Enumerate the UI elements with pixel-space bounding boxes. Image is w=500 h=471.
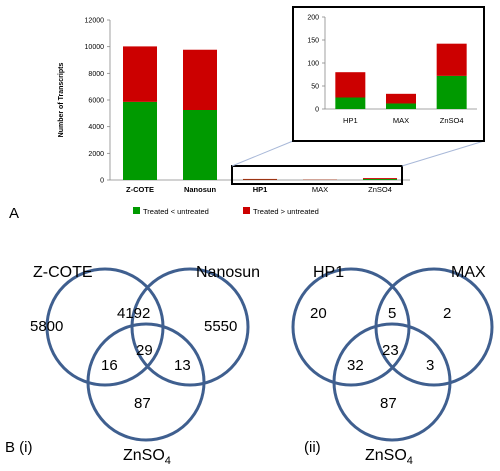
inset-category-labels: HP1 MAX ZnSO4 (343, 116, 464, 125)
venn-ii-region-only-b: 2 (443, 305, 451, 322)
main-chart: Number of Transcripts 020004000600080001… (58, 18, 410, 194)
venn-diagram-i: Z-COTE Nanosun ZnSO4 5800 4192 5550 16 2… (30, 264, 260, 467)
venn-i-region-a-b: 4192 (117, 305, 150, 322)
legend-label-down: Treated < untreated (143, 207, 209, 216)
panel-label-b-ii: (ii) (304, 439, 321, 456)
venn-ii-label-c-name: ZnSO (365, 447, 407, 464)
venn-diagram-ii: HP1 MAX ZnSO4 20 5 2 32 23 3 87 (291, 264, 494, 467)
inset-category-label: ZnSO4 (440, 116, 464, 125)
venn-ii-circle-c (332, 322, 452, 442)
main-y-axis-label: Number of Transcripts (58, 63, 65, 138)
venn-ii-region-a-b: 5 (388, 305, 396, 322)
venn-ii-label-c-subscript: 4 (407, 455, 413, 467)
venn-i-circle-c (86, 322, 206, 442)
main-y-tick-label: 4000 (88, 124, 104, 131)
legend-swatch-up (243, 207, 250, 214)
venn-i-label-b: Nanosun (196, 264, 260, 281)
inset-bar-up (335, 72, 366, 98)
venn-i-region-abc: 29 (136, 342, 153, 359)
main-y-tick-label: 0 (100, 178, 104, 185)
main-y-tick-label: 6000 (88, 98, 104, 105)
main-y-tick-label: 2000 (88, 151, 104, 158)
venn-ii-label-b: MAX (451, 264, 486, 281)
venn-ii-label-c: ZnSO4 (365, 447, 413, 467)
venn-ii-region-only-c: 87 (380, 395, 397, 412)
inset-y-tick-label: 100 (307, 61, 319, 68)
main-y-tick-label: 12000 (85, 18, 105, 25)
main-category-label: Nanosun (184, 185, 217, 194)
inset-y-ticks: 0 50 100 150 200 (307, 15, 325, 114)
main-bar-up (243, 178, 277, 180)
venn-i-region-a-c: 16 (101, 357, 118, 374)
zoom-highlight-box (231, 165, 403, 185)
inset-chart: 0 50 100 150 200 HP1 MAX ZnSO4 (292, 6, 485, 142)
venn-i-label-c-name: ZnSO (123, 447, 165, 464)
venn-ii-region-only-a: 20 (310, 305, 327, 322)
inset-y-tick-label: 150 (307, 38, 319, 45)
venn-i-label-c-subscript: 4 (165, 455, 171, 467)
venn-ii-label-a: HP1 (313, 264, 344, 281)
inset-bar-down (386, 103, 416, 109)
main-bar-up (123, 46, 157, 102)
venn-i-region-only-a: 5800 (30, 318, 63, 335)
inset-y-tick-label: 0 (315, 107, 319, 114)
inset-bar-down (436, 75, 467, 109)
venn-ii-region-b-c: 3 (426, 357, 434, 374)
panel-label-b-i: B (i) (5, 439, 33, 456)
venn-ii-region-a-c: 32 (347, 357, 364, 374)
inset-bar-up (436, 43, 467, 76)
venn-i-region-only-b: 5550 (204, 318, 237, 335)
main-category-label: ZnSO4 (368, 185, 392, 194)
inset-bars (335, 43, 467, 109)
main-bar-down (123, 101, 157, 180)
venn-i-label-c: ZnSO4 (123, 447, 171, 467)
main-bar-up (183, 49, 217, 110)
main-bars (123, 46, 397, 180)
legend-label-up: Treated > untreated (253, 207, 319, 216)
legend-swatch-down (133, 207, 140, 214)
inset-bar-up (386, 93, 416, 104)
inset-category-label: MAX (393, 116, 409, 125)
main-y-tick-label: 8000 (88, 71, 104, 78)
main-bar-down (363, 179, 397, 180)
venn-i-label-a: Z-COTE (33, 264, 93, 281)
legend: Treated < untreated Treated > untreated (133, 207, 319, 216)
main-category-label: MAX (312, 185, 328, 194)
main-category-label: Z-COTE (126, 185, 154, 194)
venn-i-region-b-c: 13 (174, 357, 191, 374)
main-y-tick-label: 10000 (85, 44, 105, 51)
main-category-label: HP1 (253, 185, 268, 194)
inset-bar-down (335, 97, 366, 109)
main-y-ticks: 0 2000 4000 6000 8000 10000 12000 (85, 18, 110, 185)
main-category-labels: Z-COTE Nanosun HP1 MAX ZnSO4 (126, 185, 392, 194)
venn-ii-region-abc: 23 (382, 342, 399, 359)
inset-y-tick-label: 200 (307, 15, 319, 22)
main-bar-down (183, 110, 217, 180)
inset-y-tick-label: 50 (311, 84, 319, 91)
inset-category-label: HP1 (343, 116, 358, 125)
zoom-connector-left (231, 140, 294, 167)
venn-i-region-only-c: 87 (134, 395, 151, 412)
main-bar-up (363, 178, 397, 180)
panel-label-a: A (9, 205, 19, 222)
zoom-connector-right (401, 140, 485, 167)
